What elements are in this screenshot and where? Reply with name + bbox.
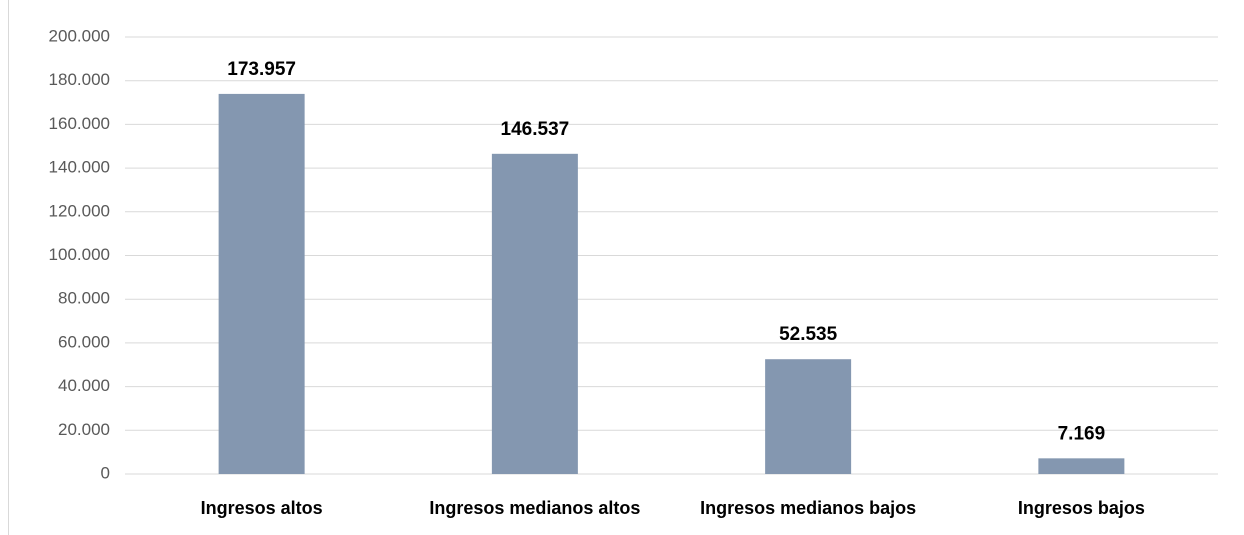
y-tick-label: 20.000 — [58, 420, 110, 439]
y-tick-label: 80.000 — [58, 289, 110, 308]
y-tick-label: 100.000 — [49, 245, 110, 264]
y-tick-label: 40.000 — [58, 376, 110, 395]
data-label: 146.537 — [501, 119, 570, 140]
y-tick-label: 180.000 — [49, 70, 110, 89]
x-tick-label: Ingresos altos — [201, 498, 323, 518]
chart-frame — [8, 0, 9, 535]
bar — [1038, 458, 1125, 474]
x-tick-label: Ingresos medianos altos — [429, 498, 640, 518]
y-tick-label: 0 — [101, 463, 110, 482]
y-tick-label: 120.000 — [49, 201, 110, 220]
bar — [765, 359, 852, 474]
bar — [491, 153, 578, 474]
bar — [218, 93, 305, 474]
y-tick-label: 140.000 — [49, 158, 110, 177]
x-tick-label: Ingresos bajos — [1018, 498, 1145, 518]
data-label: 173.957 — [227, 59, 296, 80]
y-tick-label: 160.000 — [49, 114, 110, 133]
data-label: 52.535 — [779, 324, 838, 345]
x-tick-label: Ingresos medianos bajos — [700, 498, 916, 518]
data-label: 7.169 — [1058, 423, 1106, 444]
y-tick-label: 200.000 — [49, 26, 110, 45]
y-tick-label: 60.000 — [58, 332, 110, 351]
